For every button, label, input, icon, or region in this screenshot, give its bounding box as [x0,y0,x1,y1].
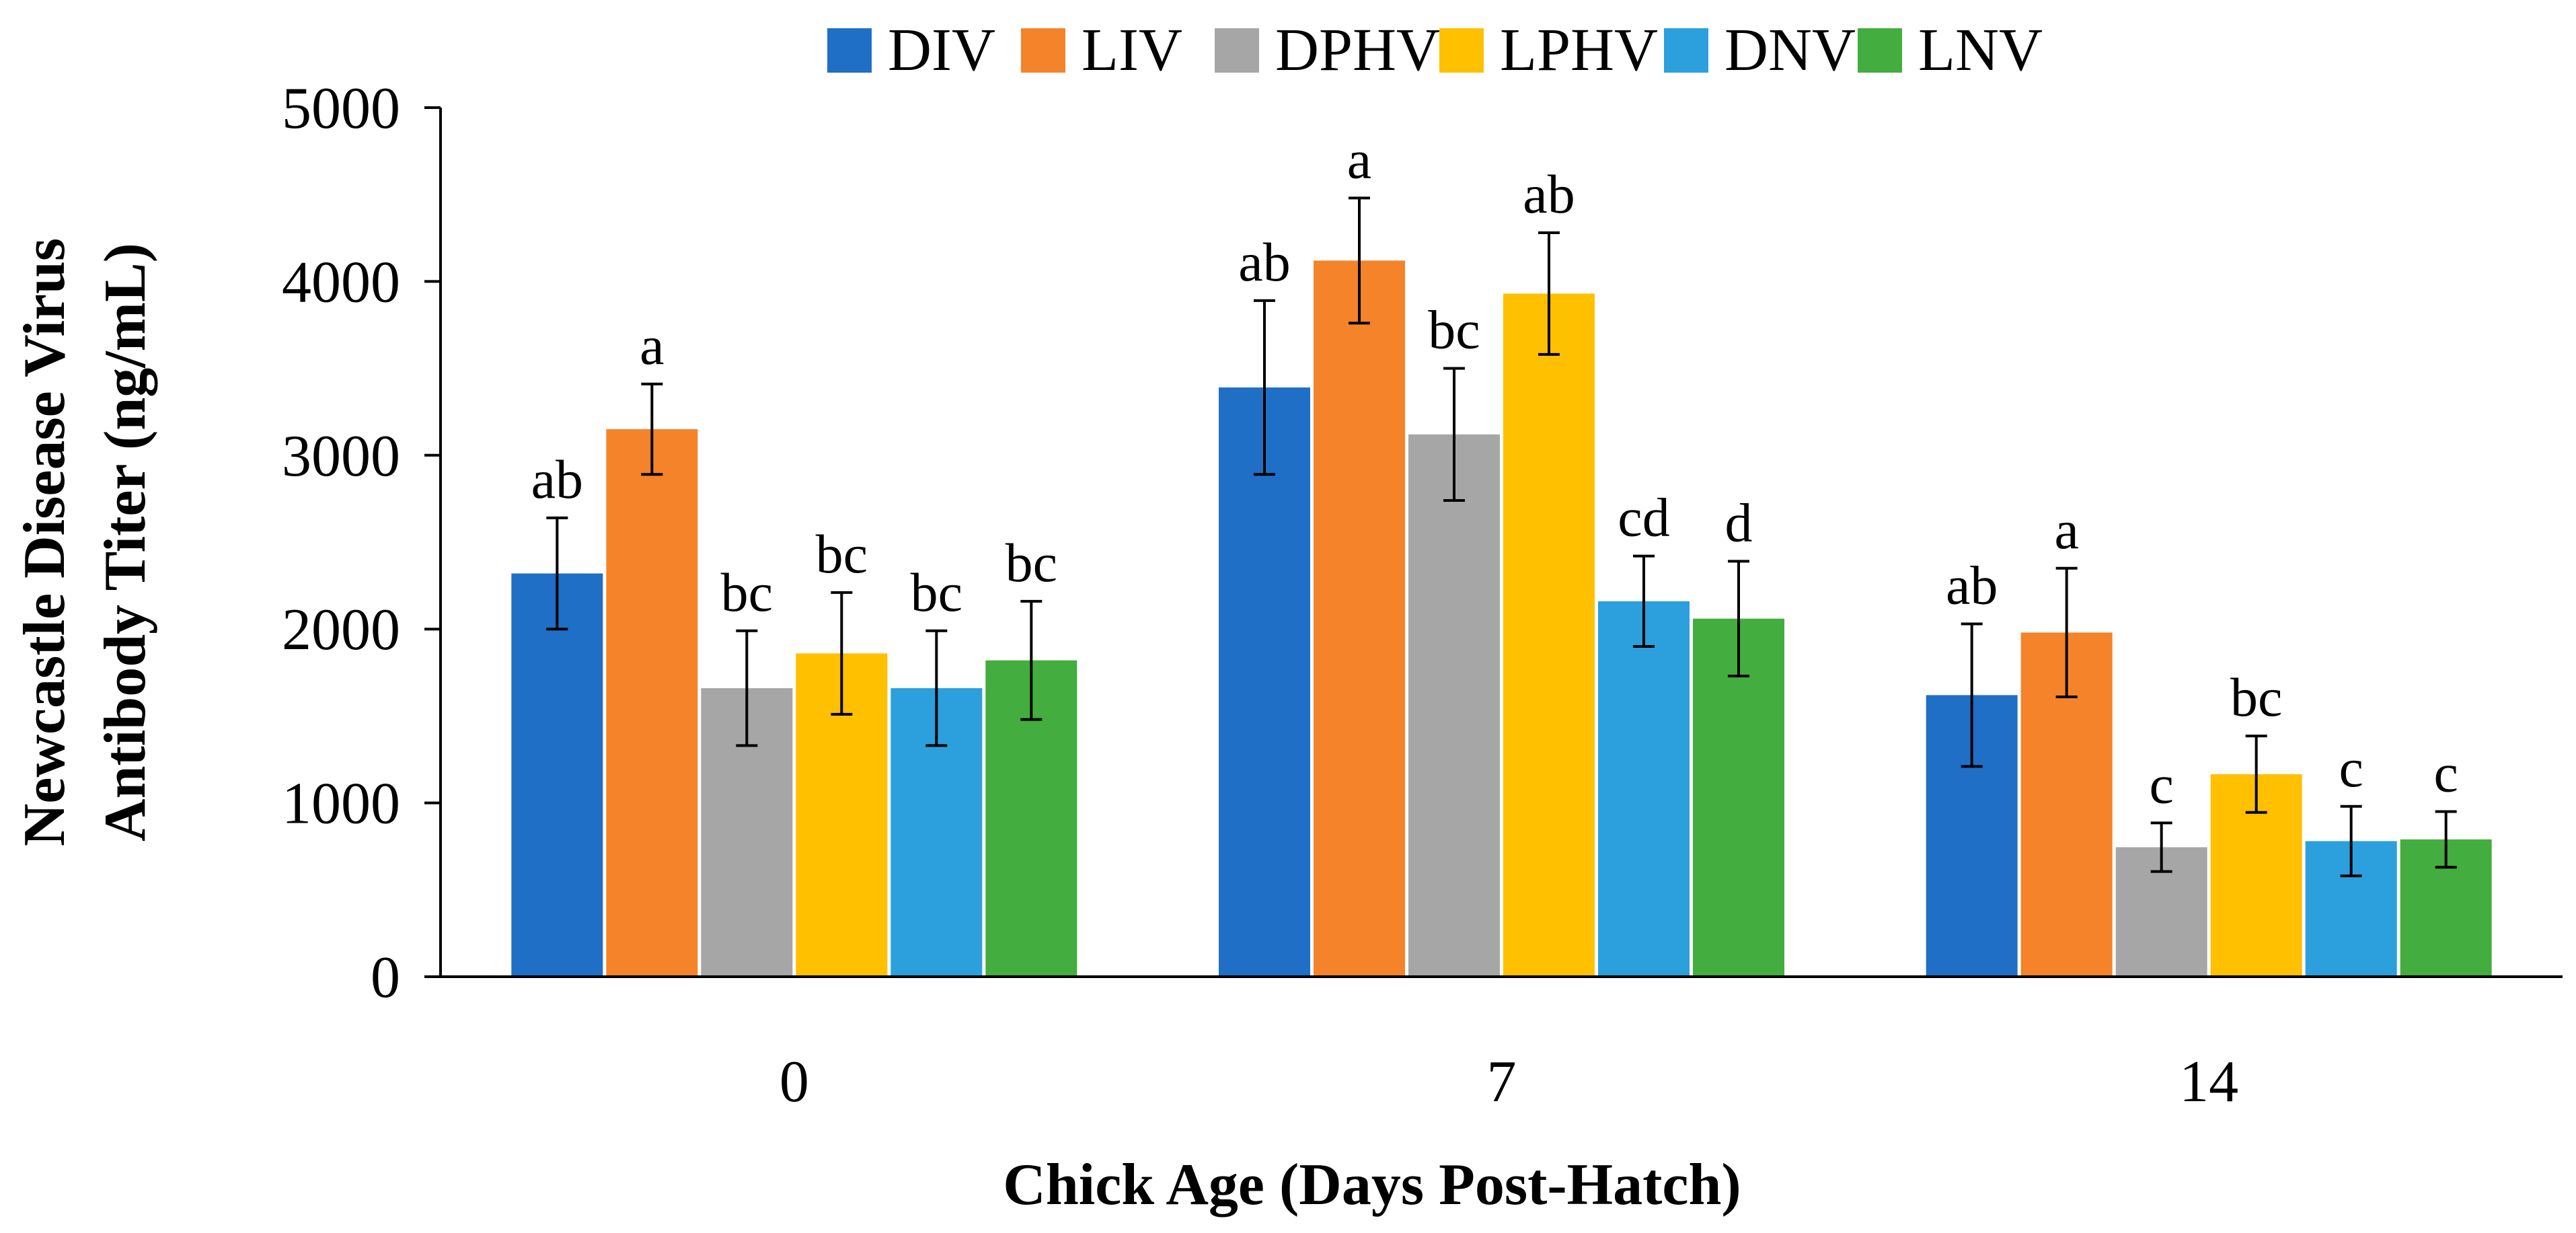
x-tick-label: 0 [780,1049,809,1115]
significance-label: c [2433,743,2458,804]
y-axis: 0 1000 2000 3000 4000 5000 [282,76,442,1010]
x-tick-label: 7 [1487,1049,1517,1115]
y-tick-label: 0 [371,945,400,1010]
bar-dphv-day-7 [1408,434,1500,977]
significance-label: c [2149,753,2173,815]
legend-swatch-lnv [1858,28,1902,73]
y-axis-title-line1: Newcastle Disease Virus [12,238,77,846]
bar-lphv-day-7 [1503,293,1595,977]
significance-label: a [1347,128,1371,190]
legend-label-lnv: LNV [1918,17,2043,83]
x-axis: 0 7 14 [441,975,2563,1115]
significance-label: ab [531,449,583,510]
significance-label: bc [2230,667,2282,728]
significance-label: bc [1428,299,1480,361]
significance-label: cd [1618,487,1669,548]
significance-label: c [2339,737,2363,798]
x-tick-label: 14 [2179,1049,2238,1115]
y-tick-label: 2000 [282,597,400,663]
significance-label: a [640,315,664,376]
significance-label: ab [1946,554,1998,615]
legend-swatch-lphv [1439,28,1484,73]
x-axis-title: Chick Age (Days Post-Hatch) [1003,1152,1741,1218]
legend-label-lphv: LPHV [1500,17,1658,83]
y-axis-title-line2: Antibody Titer (ng/mL) [93,243,158,842]
significance-label: bc [1006,532,1057,593]
significance-label: a [2054,499,2078,560]
legend: DIV LIV DPHV LPHV DNV LNV [827,17,2043,83]
y-tick-label: 3000 [282,424,400,489]
legend-label-dnv: DNV [1725,17,1856,83]
bar-liv-day-0 [606,429,698,977]
legend-label-div: DIV [888,17,995,83]
y-tick-label: 5000 [282,76,400,141]
y-axis-title-2: Antibody Titer (ng/mL) [93,243,158,842]
significance-label: ab [1523,163,1575,225]
bar-liv-day-7 [1314,260,1405,977]
legend-swatch-dphv [1215,28,1259,73]
y-tick-label: 1000 [282,772,400,837]
legend-label-liv: LIV [1082,17,1182,83]
legend-swatch-liv [1021,28,1065,73]
significance-label: ab [1238,231,1290,293]
bar-dnv-day-7 [1598,601,1690,977]
significance-label: bc [911,562,962,623]
legend-swatch-div [827,28,872,73]
legend-swatch-dnv [1664,28,1708,73]
y-tick-label: 4000 [282,250,400,315]
bar-lnv-day-7 [1693,618,1784,977]
legend-label-dphv: DPHV [1275,17,1440,83]
bar-div-day-7 [1219,387,1310,977]
y-axis-title: Newcastle Disease Virus [12,238,77,846]
significance-label: bc [721,562,773,623]
significance-label: d [1725,492,1753,553]
significance-label: bc [816,523,868,585]
bar-div-day-0 [511,573,603,977]
